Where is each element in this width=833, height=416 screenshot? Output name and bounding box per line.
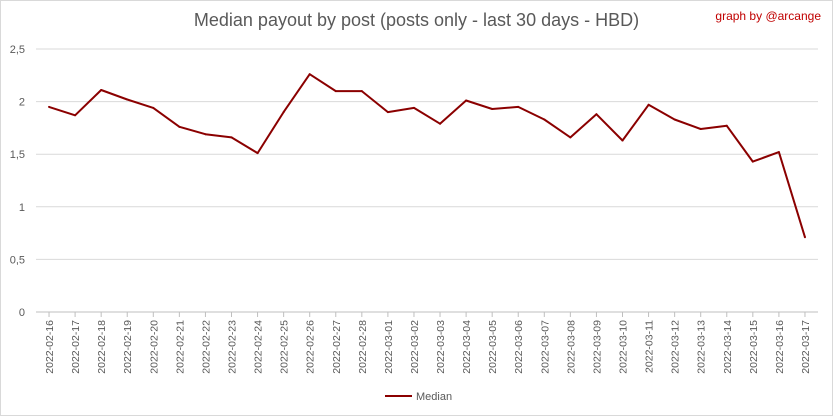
data-point [48,105,51,108]
y-tick-label: 1 [19,202,25,214]
x-tick-label: 2022-03-12 [670,320,682,374]
data-point [178,125,181,128]
x-tick-label: 2022-02-21 [174,320,186,374]
data-point [699,127,702,130]
data-point [439,122,442,125]
x-tick-label: 2022-03-02 [409,320,421,374]
y-tick-label: 2 [19,97,25,109]
x-tick-label: 2022-02-25 [279,320,291,374]
data-point [777,151,780,154]
x-tick-label: 2022-03-13 [696,320,708,374]
x-tick-label: 2022-03-07 [539,320,551,374]
series-lines [48,73,806,239]
data-point [308,73,311,76]
data-point [517,105,520,108]
data-point [360,90,363,93]
x-tick-label: 2022-02-18 [96,320,108,374]
data-point [230,136,233,139]
x-tick-label: 2022-03-04 [461,320,473,374]
data-point [491,107,494,110]
data-point [256,152,259,155]
x-tick-label: 2022-02-22 [200,320,212,374]
data-point [334,90,337,93]
x-tick-label: 2022-02-28 [357,320,369,374]
gridlines [36,48,818,313]
x-tick-label: 2022-03-10 [618,320,630,374]
legend: Median [385,391,452,403]
x-tick-label: 2022-03-14 [722,320,734,374]
x-tick-label: 2022-02-26 [305,320,317,374]
x-tick-label: 2022-02-24 [253,320,265,374]
data-point [100,89,103,92]
y-tick-label: 1,5 [10,149,25,161]
x-tick-label: 2022-03-05 [487,320,499,374]
data-point [126,98,129,101]
x-tick-label: 2022-03-08 [565,320,577,374]
y-tick-label: 2,5 [10,44,25,56]
x-axis: 2022-02-16 2022-02-17 2022-02-18 2022-02-19… [44,312,812,374]
x-tick-label: 2022-02-16 [44,320,56,374]
data-point [725,124,728,127]
data-point [751,160,754,163]
data-point [465,99,468,102]
x-tick-label: 2022-02-19 [122,320,134,374]
data-point [673,118,676,121]
y-axis: 0 0,5 1 1,5 2 2,5 [10,44,25,319]
series-line-median [48,73,806,238]
y-tick-label: 0 [19,307,25,319]
x-tick-label: 2022-03-17 [800,320,812,374]
legend-label: Median [416,391,452,403]
data-point [647,103,650,106]
x-tick-label: 2022-03-03 [435,320,447,374]
x-tick-label: 2022-03-09 [591,320,603,374]
data-point [543,118,546,121]
x-tick-label: 2022-02-17 [70,320,82,374]
data-point [569,136,572,139]
x-tick-label: 2022-03-01 [383,320,395,374]
data-point [282,111,285,114]
x-tick-label: 2022-02-27 [331,320,343,374]
x-tick-label: 2022-03-11 [644,320,656,373]
y-tick-label: 0,5 [10,254,25,266]
x-tick-label: 2022-03-06 [513,320,525,374]
data-point [803,236,806,239]
chart-title: Median payout by post (posts only - last… [193,10,640,30]
data-point [621,139,624,142]
x-tick-label: 2022-02-20 [148,320,160,374]
x-tick-label: 2022-02-23 [227,320,239,374]
x-tick-label: 2022-03-15 [748,320,760,374]
data-point [595,113,598,116]
chart-credit: graph by @arcange [715,9,821,23]
data-point [74,114,77,117]
data-point [412,106,415,109]
data-point [386,111,389,114]
data-point [204,133,207,136]
x-tick-label: 2022-03-16 [774,320,786,374]
data-point [152,106,155,109]
